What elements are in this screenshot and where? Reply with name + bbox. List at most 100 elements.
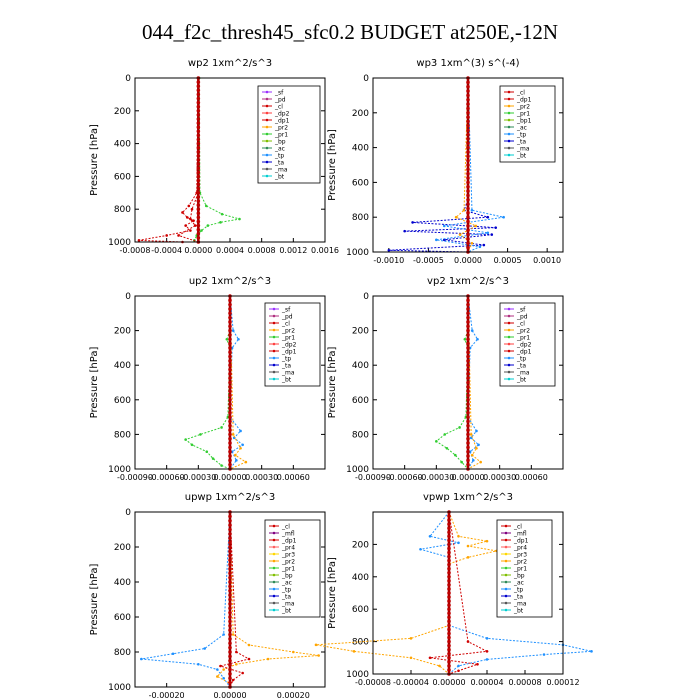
zero-profile-point (447, 660, 451, 664)
legend-marker (272, 587, 276, 591)
series-point-pr2 (479, 460, 482, 464)
zero-profile-point (466, 163, 470, 167)
legend-marker (272, 580, 276, 584)
zero-profile-point (196, 174, 201, 179)
series-point-cl (247, 657, 251, 661)
series-point-pr2 (222, 668, 225, 671)
zero-profile-point (228, 298, 232, 303)
legend-entry: _sf (281, 307, 291, 314)
series-point-tp (470, 208, 474, 212)
zero-profile-point (228, 558, 232, 562)
series-point-ta (486, 215, 490, 219)
series-point-pr1 (238, 217, 241, 221)
zero-profile-point (466, 428, 470, 432)
legend-entry: _ac (281, 580, 292, 587)
zero-profile-point (228, 432, 232, 437)
series-point-pr2 (409, 656, 413, 660)
zero-profile-point (466, 245, 470, 250)
legend-marker (272, 601, 276, 605)
zero-profile-point (196, 96, 201, 101)
legend-marker (507, 90, 511, 94)
x-tick-label: -0.00060 (149, 473, 185, 482)
legend-entry: _dp1 (516, 97, 532, 104)
legend-entry: _ac (274, 146, 285, 153)
series-point-pr1 (184, 438, 187, 441)
x-tick-label: 0.00060 (515, 473, 548, 482)
zero-profile-point (228, 320, 232, 324)
legend-marker (504, 531, 508, 535)
zero-profile-point (447, 522, 451, 526)
zero-profile-point (447, 651, 451, 656)
legend-marker (504, 580, 508, 584)
zero-profile-point (466, 298, 470, 303)
y-axis-label: Pressure [hPa] (89, 124, 100, 196)
series-point-cl (219, 664, 222, 668)
legend-marker (507, 349, 511, 353)
zero-profile-point (196, 211, 201, 216)
zero-profile-point (196, 129, 201, 134)
y-tick-label: 1000 (108, 238, 131, 248)
legend-marker (272, 370, 276, 374)
legend-marker (272, 314, 276, 318)
legend-entry: _dp2 (516, 342, 532, 349)
zero-profile-point (228, 632, 232, 637)
zero-profile-point (466, 97, 470, 102)
series-point-pr1 (200, 229, 203, 232)
y-axis-label: Pressure [hPa] (89, 347, 100, 419)
series-point-pr2 (466, 544, 470, 548)
zero-profile-point (228, 376, 232, 380)
legend-marker (507, 328, 511, 332)
legend-entry: _tp (281, 587, 291, 594)
zero-profile-point (447, 627, 451, 632)
zero-profile-point (466, 111, 470, 115)
series-point-tp (231, 329, 235, 332)
x-tick-label: 0.00000 (213, 691, 246, 700)
series-point-tp (475, 429, 478, 433)
zero-profile-point (196, 121, 201, 125)
zero-profile-point (196, 150, 201, 154)
zero-profile-point (466, 367, 470, 372)
legend-marker (272, 559, 276, 563)
series-point-tp (485, 658, 489, 661)
legend-entry: _bt (516, 153, 527, 160)
zero-profile-point (228, 584, 232, 589)
series-point-pr1 (445, 446, 449, 450)
zero-profile-point (466, 89, 470, 93)
series-point-pr2 (231, 433, 235, 436)
zero-profile-point (466, 202, 470, 206)
zero-profile-point (196, 182, 201, 187)
zero-profile-point (228, 449, 232, 454)
series-point-pr2 (466, 556, 470, 559)
zero-profile-point (466, 176, 470, 180)
series-point-pr2 (233, 453, 237, 457)
series-line-tp (229, 295, 244, 470)
zero-profile-point (228, 302, 232, 307)
series-point-tp (435, 238, 438, 242)
legend-entry: _dp1 (281, 538, 297, 545)
series-point-pr2 (469, 433, 473, 436)
x-tick-label: -0.00008 (355, 678, 391, 687)
series-point-tp (222, 633, 225, 636)
legend-marker (507, 97, 511, 101)
zero-profile-point (466, 385, 470, 389)
series-point-tp (171, 652, 175, 656)
zero-profile-point (228, 672, 232, 676)
zero-profile-point (447, 599, 451, 603)
zero-profile-point (228, 393, 232, 398)
zero-profile-point (228, 410, 232, 415)
x-tick-label: -0.00030 (180, 473, 216, 482)
y-tick-label: 200 (114, 543, 131, 553)
series-point-tp (457, 664, 460, 668)
zero-profile-point (228, 549, 232, 554)
zero-profile-point (228, 445, 232, 450)
zero-profile-point (466, 215, 470, 219)
zero-profile-point (466, 115, 470, 119)
legend-entry: _pr1 (274, 132, 288, 139)
zero-profile-point (447, 538, 451, 543)
legend-marker (265, 125, 269, 129)
legend-entry: _ma (281, 370, 295, 377)
legend-entry: _bp (274, 139, 286, 146)
plot-frame (134, 77, 326, 243)
series-point-cl (192, 219, 195, 222)
series-point-pr2 (235, 662, 238, 666)
